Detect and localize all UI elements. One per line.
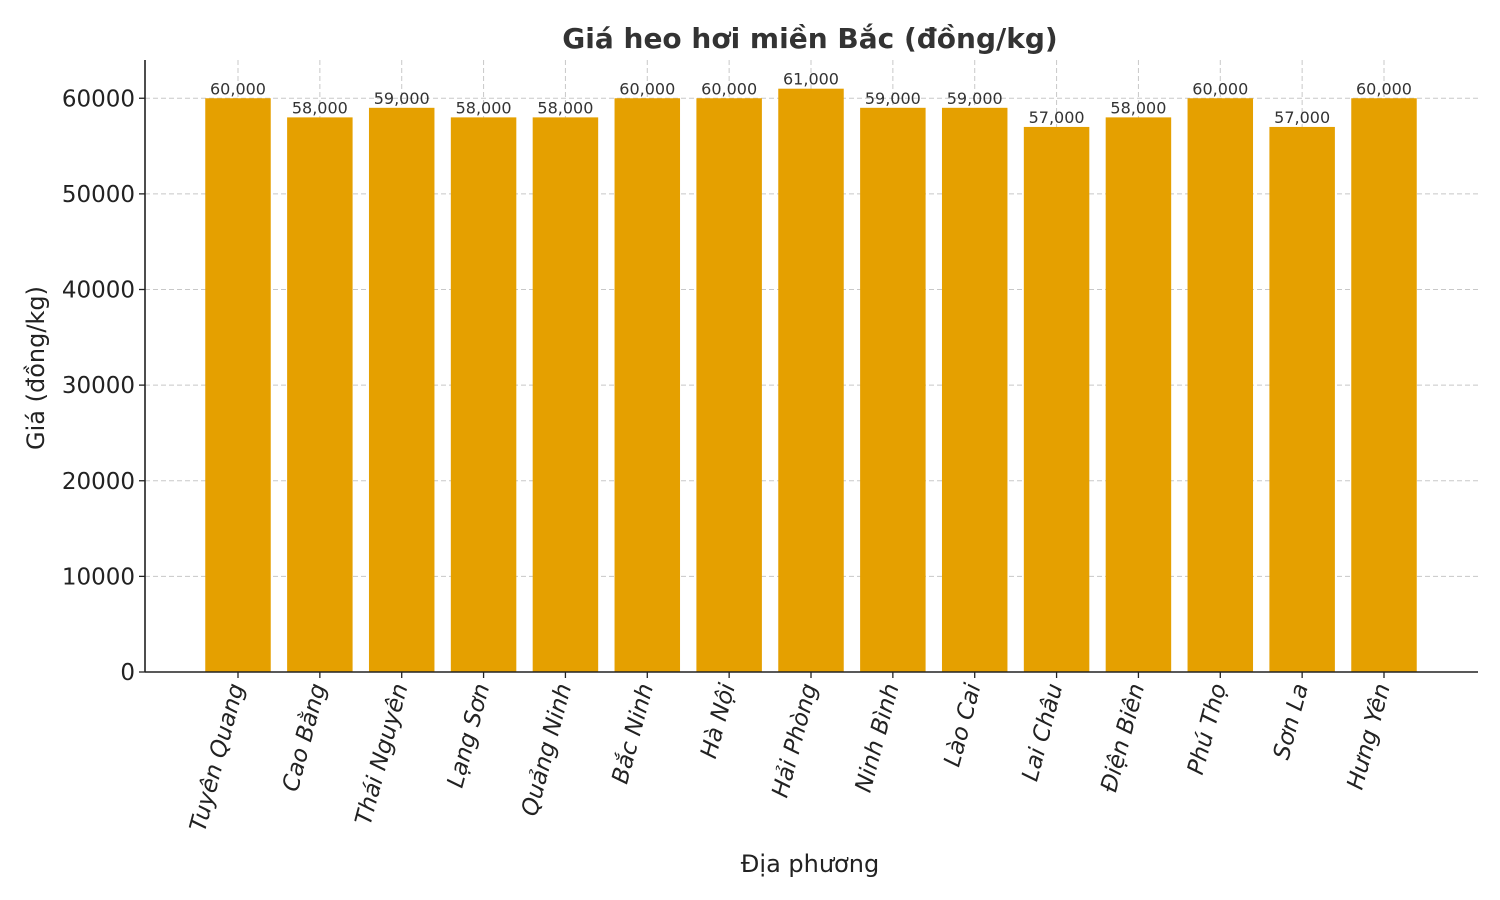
bar-value-label: 60,000 <box>619 79 675 98</box>
bar-value-label: 57,000 <box>1274 108 1330 127</box>
bar <box>696 98 762 672</box>
x-tick-label: Thái Nguyên <box>351 681 414 828</box>
bar <box>778 88 844 672</box>
bar <box>860 107 926 672</box>
y-tick-label: 50000 <box>62 182 135 208</box>
bar-value-label: 58,000 <box>292 98 348 117</box>
bar-value-label: 60,000 <box>701 79 757 98</box>
y-tick-label: 40000 <box>62 278 135 304</box>
bar-value-label: 58,000 <box>1110 98 1166 117</box>
x-tick-label: Lai Châu <box>1017 681 1068 784</box>
bar-value-label: 61,000 <box>783 70 839 89</box>
x-tick-label: Điện Biên <box>1096 681 1150 795</box>
chart-title: Giá heo hơi miền Bắc (đồng/kg) <box>562 22 1057 55</box>
bar-value-label: 59,000 <box>865 89 921 108</box>
bar <box>1351 98 1417 672</box>
bar <box>450 117 517 672</box>
y-tick-label: 20000 <box>62 469 135 495</box>
x-tick-label: Sơn La <box>1269 681 1314 763</box>
bar <box>941 107 1008 672</box>
y-tick-label: 60000 <box>62 86 135 112</box>
bar-value-label: 58,000 <box>537 98 593 117</box>
bar-value-label: 58,000 <box>456 98 512 117</box>
bar <box>287 117 353 672</box>
y-tick-label: 30000 <box>62 373 135 399</box>
bar <box>1187 98 1254 672</box>
x-tick-label: Ninh Bình <box>851 681 905 795</box>
bar <box>368 107 435 672</box>
y-tick-label: 0 <box>120 660 135 686</box>
x-tick-label: Hải Phòng <box>767 681 822 801</box>
bar <box>1105 117 1172 672</box>
x-tick-label: Hưng Yên <box>1343 681 1396 793</box>
y-ticks: 0 10000 20000 30000 40000 50000 60000 <box>62 86 145 686</box>
x-tick-label: Hà Nội <box>696 680 741 761</box>
y-axis-label: Giá (đồng/kg) <box>22 286 50 450</box>
x-tick-label: Lạng Sơn <box>443 681 496 791</box>
x-ticks: Tuyên Quang Cao Bằng Thái Nguyên Lạng Sơn Qu… <box>185 672 1396 834</box>
x-tick-label: Lào Cai <box>939 680 986 769</box>
y-tick-label: 10000 <box>62 564 135 590</box>
bar <box>532 117 599 672</box>
x-tick-label: Cao Bằng <box>277 681 332 795</box>
bar-value-labels: 60,000 58,000 59,000 58,000 58,000 60,000 60,0… <box>210 70 1412 127</box>
bar <box>1269 126 1335 672</box>
bars <box>205 88 1417 672</box>
bar-value-label: 60,000 <box>1192 79 1248 98</box>
x-tick-label: Quảng Ninh <box>517 681 577 819</box>
x-axis-label: Địa phương <box>741 850 879 878</box>
x-tick-label: Tuyên Quang <box>185 681 249 834</box>
bar-value-label: 59,000 <box>374 89 430 108</box>
bar <box>205 98 271 672</box>
bar-value-label: 59,000 <box>947 89 1003 108</box>
x-tick-label: Bắc Ninh <box>606 681 659 787</box>
bar-value-label: 60,000 <box>1356 79 1412 98</box>
bar-value-label: 57,000 <box>1029 108 1085 127</box>
bar <box>1023 126 1090 672</box>
x-tick-label: Phú Thọ <box>1183 681 1232 778</box>
bar-value-label: 60,000 <box>210 79 266 98</box>
bar <box>614 98 681 672</box>
